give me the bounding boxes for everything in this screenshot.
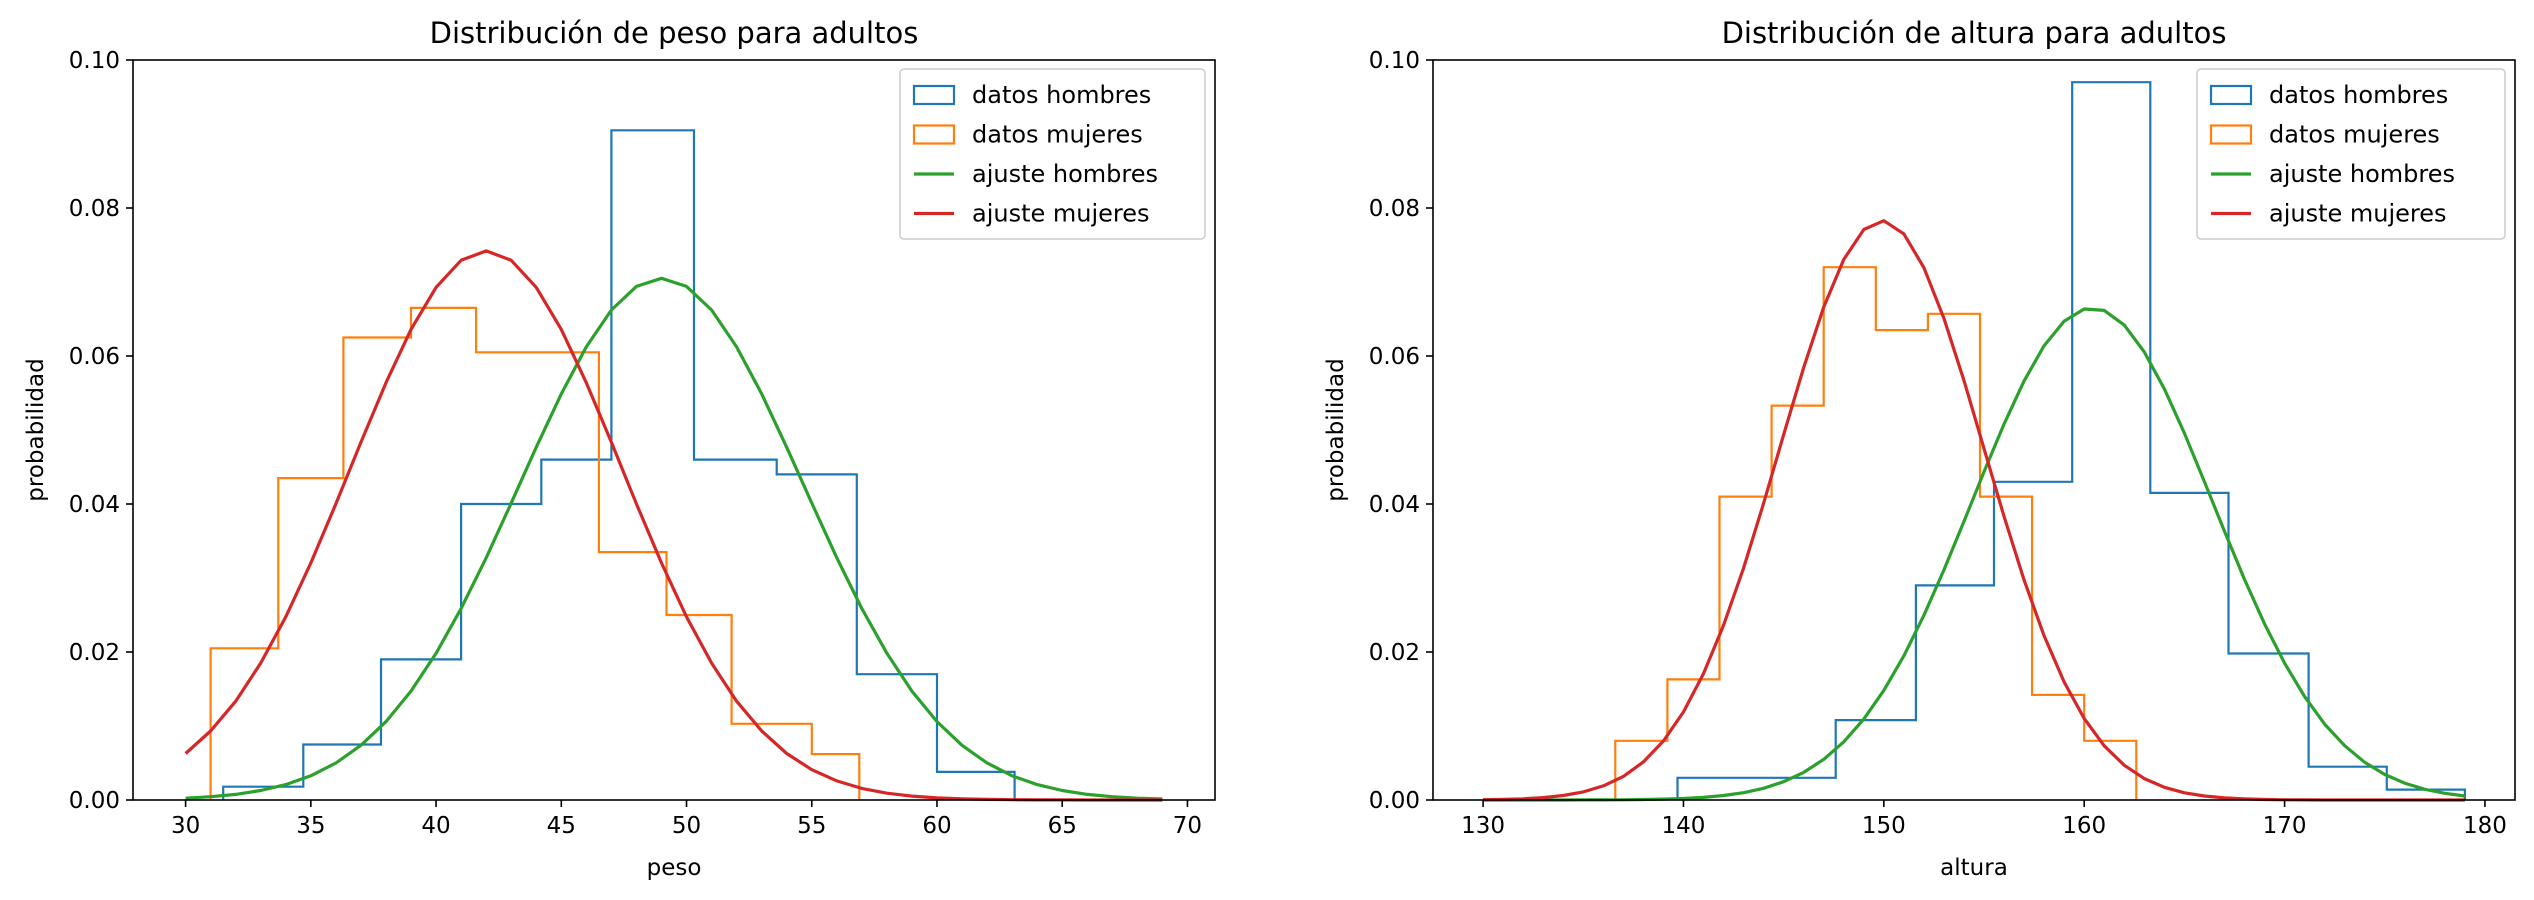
y-axis-label: probabilidad	[1323, 358, 1349, 501]
y-tick-label: 0.02	[1369, 640, 1420, 666]
x-tick-label: 40	[421, 813, 450, 839]
x-axis-label: altura	[1940, 855, 2008, 881]
y-tick-label: 0.04	[69, 492, 120, 518]
y-tick-label: 0.02	[69, 640, 120, 666]
legend-label: datos mujeres	[972, 121, 1143, 149]
legend-swatch	[2209, 84, 2253, 106]
histogram-datos-mujeres	[1614, 266, 2138, 800]
weight-chart: 30 35 40 45 50 55 60 65 70 0.00 0.02 0.04 0.06 0.08 0.…	[23, 16, 1216, 881]
legend-label: ajuste mujeres	[972, 200, 1150, 228]
x-tick-label: 65	[1048, 813, 1077, 839]
x-tick-label: 30	[171, 813, 200, 839]
chart-title: Distribución de altura para adultos	[1722, 16, 2227, 50]
x-tick-label: 180	[2463, 813, 2507, 839]
curve-ajuste-mujeres	[184, 249, 1163, 802]
x-tick-label: 170	[2263, 813, 2307, 839]
legend-label: datos hombres	[972, 81, 1151, 109]
legend-swatch	[2209, 124, 2253, 145]
legend-swatch	[912, 84, 956, 106]
curve-ajuste-hombres	[1483, 307, 2466, 802]
y-tick-label: 0.10	[69, 48, 120, 74]
x-tick-label: 130	[1461, 813, 1505, 839]
x-tick-label: 35	[296, 813, 325, 839]
chart-title: Distribución de peso para adultos	[430, 16, 919, 50]
legend: datos hombres datos mujeres ajuste hombres…	[2196, 68, 2506, 240]
y-axis-label: probabilidad	[23, 358, 49, 501]
x-tick-label: 60	[922, 813, 951, 839]
y-tick-label: 0.04	[1369, 492, 1420, 518]
y-tick-label: 0.06	[1369, 344, 1420, 370]
x-tick-label: 45	[547, 813, 576, 839]
legend-label: ajuste hombres	[2269, 160, 2455, 188]
x-tick-label: 55	[797, 813, 826, 839]
legend-swatch	[912, 124, 956, 145]
x-tick-label: 160	[2062, 813, 2106, 839]
legend-label: datos hombres	[2269, 81, 2448, 109]
x-tick-label: 70	[1173, 813, 1202, 839]
y-tick-label: 0.06	[69, 344, 120, 370]
histogram-datos-mujeres	[209, 306, 861, 800]
curve-ajuste-hombres	[185, 276, 1163, 801]
x-tick-label: 140	[1662, 813, 1706, 839]
legend-label: datos mujeres	[2269, 121, 2440, 149]
plot-frame	[132, 59, 1216, 801]
histogram-datos-hombres	[222, 129, 1016, 800]
x-tick-label: 150	[1862, 813, 1906, 839]
legend-label: ajuste mujeres	[2269, 200, 2447, 228]
legend-box	[899, 68, 1206, 240]
y-tick-label: 0.08	[69, 196, 120, 222]
y-tick-label: 0.00	[69, 788, 120, 814]
legend: datos hombres datos mujeres ajuste hombres…	[899, 68, 1206, 240]
y-tick-label: 0.08	[1369, 196, 1420, 222]
plot-frame	[1432, 59, 2516, 801]
x-axis-label: peso	[647, 855, 702, 881]
y-tick-label: 0.00	[1369, 788, 1420, 814]
legend-box	[2196, 68, 2506, 240]
height-chart: 130 140 150 160 170 180 0.00 0.02 0.04 0.06 0.08 0.…	[1323, 16, 2516, 881]
x-tick-label: 50	[672, 813, 701, 839]
legend-label: ajuste hombres	[972, 160, 1158, 188]
y-tick-label: 0.10	[1369, 48, 1420, 74]
